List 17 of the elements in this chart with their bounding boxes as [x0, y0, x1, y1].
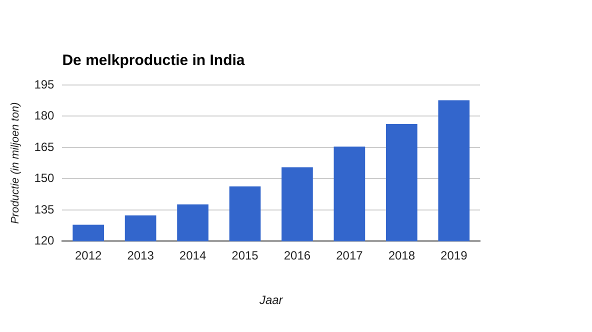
y-tick-label: 120	[34, 234, 55, 248]
x-tick-label: 2014	[179, 248, 206, 263]
x-tick-label: 2018	[388, 248, 416, 263]
y-tick-label: 165	[34, 140, 55, 154]
y-tick-label: 180	[34, 108, 55, 123]
y-tick-label: 135	[34, 202, 55, 216]
x-tick-label: 2012	[74, 248, 102, 263]
x-tick-label: 2016	[284, 248, 311, 263]
y-tick-label: 150	[34, 171, 55, 186]
x-tick-label: 2019	[440, 248, 468, 263]
y-axis-title: Productie (in miljoen ton)	[10, 102, 22, 224]
x-axis-title: Jaar	[258, 293, 284, 308]
y-tick-label: 195	[34, 77, 55, 92]
x-tick-label: 2013	[127, 248, 154, 263]
chart-title: De melkproductie in India	[62, 52, 246, 69]
x-tick-label: 2015	[232, 248, 259, 263]
x-tick-label: 2017	[336, 248, 364, 263]
